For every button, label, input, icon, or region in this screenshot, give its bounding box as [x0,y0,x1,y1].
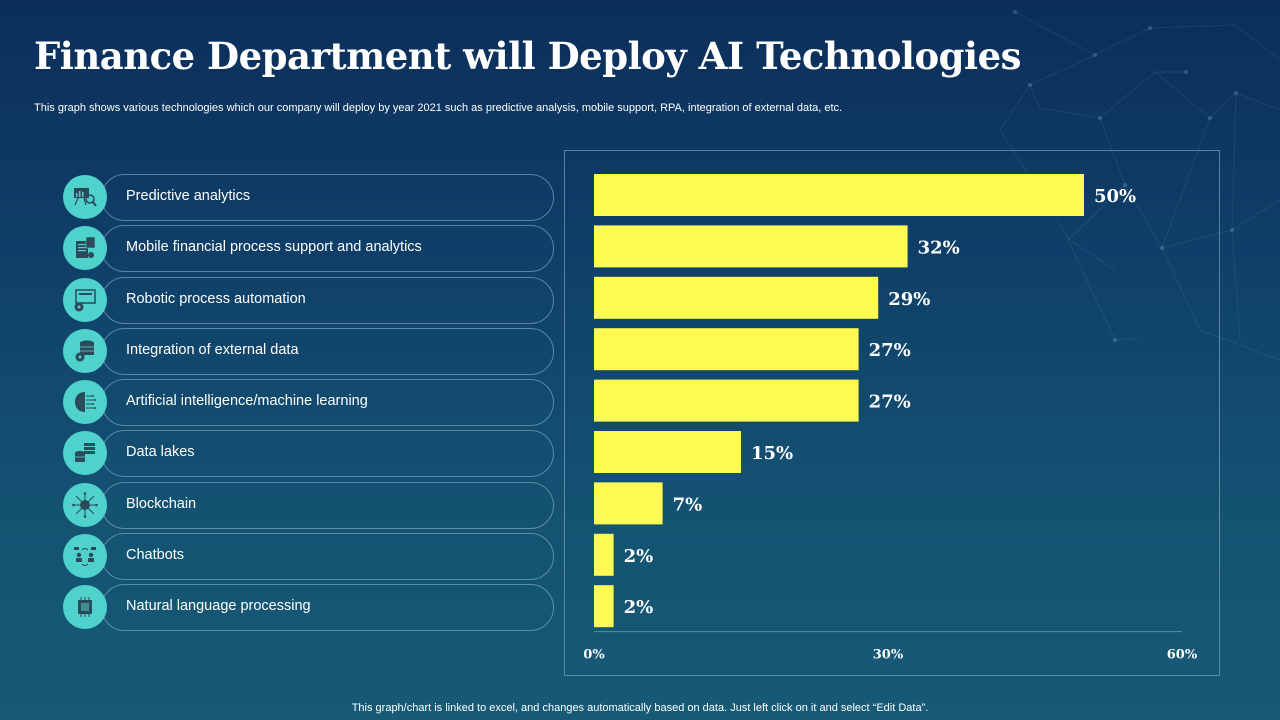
technology-label: Blockchain [126,495,197,512]
bar-data-label: 50% [1094,186,1136,207]
x-tick-label: 0% [583,648,605,663]
database-stack-icon [63,431,107,476]
technology-item: Blockchain [63,481,554,529]
bar[interactable] [594,585,614,628]
bar[interactable] [594,328,859,371]
bar-data-label: 7% [673,494,703,515]
bar[interactable] [594,431,741,473]
technology-item: Predictive analytics [63,174,554,221]
bar[interactable] [594,174,1084,216]
presentation-chart-magnifier-icon [63,175,107,219]
footer-note: This graph/chart is linked to excel, and… [351,702,929,714]
calculator-report-icon [63,226,107,271]
users-chat-icon [63,534,107,579]
technology-item: Robotic process automation [63,276,554,324]
bar-chart[interactable]: 50% 32% 29% 27% 27% 15% 7% 2% 2% 0% 30% 60% [565,151,1219,675]
monitor-gear-icon [63,277,107,322]
technology-item: Integration of external data [63,327,554,375]
bar-data-label: 27% [869,392,911,413]
page-subtitle: This graph shows various technologies wh… [34,102,843,114]
bar[interactable] [594,533,614,576]
technology-item: Chatbots [63,533,554,581]
technology-item: Artificial intelligence/machine learning [63,379,554,427]
technology-list: Predictive analytics Mobile financial pr… [63,174,554,636]
network-hub-icon [63,482,107,527]
technology-label: Artificial intelligence/machine learning [126,393,368,410]
technology-label: Data lakes [126,444,195,461]
bar-chart-panel[interactable]: 50% 32% 29% 27% 27% 15% 7% 2% 2% 0% 30% 60% [564,150,1220,676]
technology-label: Integration of external data [126,341,299,358]
technology-label: Predictive analytics [126,188,251,204]
bar[interactable] [594,482,663,525]
technology-label: Robotic process automation [126,290,306,307]
x-tick-label: 60% [1167,648,1198,663]
chip-chat-icon [63,585,107,630]
technology-label: Natural language processing [126,598,311,615]
bar-data-label: 29% [888,289,930,310]
brain-circuit-icon [63,380,107,425]
bar[interactable] [594,276,879,319]
technology-item: Natural language processing [63,584,554,632]
bar[interactable] [594,225,908,268]
bar-data-label: 2% [624,546,654,567]
bar-data-label: 32% [918,237,960,258]
page-title: Finance Department will Deploy AI Techno… [34,34,1021,78]
bar-data-label: 2% [624,597,654,618]
x-tick-label: 30% [873,648,904,663]
bar[interactable] [594,379,859,422]
technology-label: Mobile financial process support and ana… [126,239,422,256]
technology-label: Chatbots [126,547,185,564]
technology-item: Mobile financial process support and ana… [63,225,554,273]
bar-data-label: 27% [869,340,911,361]
database-gear-icon [63,328,107,373]
technology-item: Data lakes [63,430,554,478]
bar-data-label: 15% [751,443,793,464]
